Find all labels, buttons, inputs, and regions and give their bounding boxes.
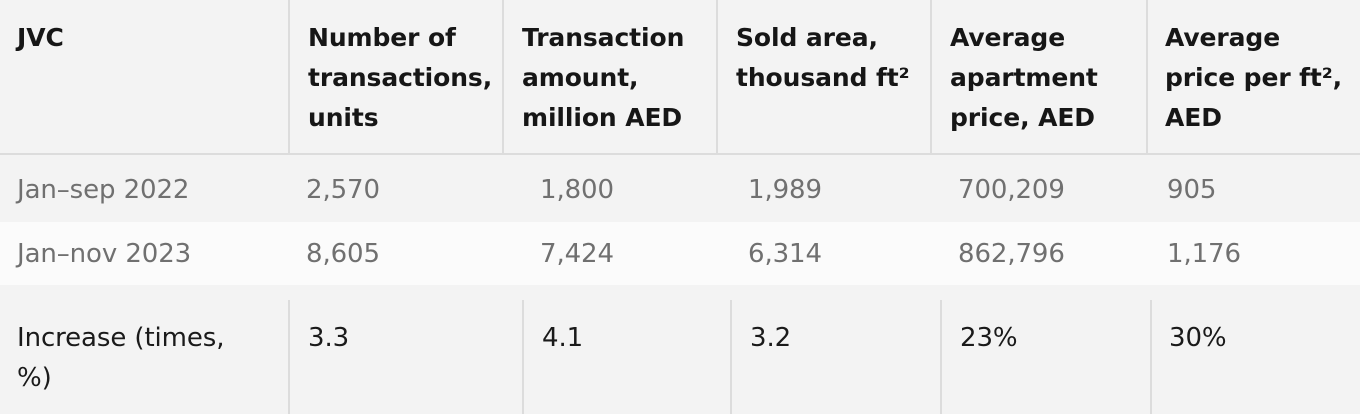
row-label-cell: Jan–sep 2022 <box>17 175 190 205</box>
table-cell: 23% <box>940 300 1152 414</box>
table-cell: 8,605 <box>306 239 380 269</box>
row-label-cell: Increase (times, %) <box>17 323 225 393</box>
table-cell: 30% <box>1150 300 1360 414</box>
table-cell: 7,424 <box>540 239 614 269</box>
table-cell: 862,796 <box>958 239 1065 269</box>
table-row: Jan–sep 2022 2,570 1,800 1,989 700,209 9… <box>0 160 1360 220</box>
table-cell: 4.1 <box>522 300 732 414</box>
table-cell: 6,314 <box>748 239 822 269</box>
table-row-increase: Increase (times, %) 3.3 4.1 3.2 23% 30% <box>0 300 1360 414</box>
header-cell-transaction-amount: Transaction amount, million AED <box>502 0 718 153</box>
header-cell-sold-area: Sold area, thousand ft² <box>716 0 932 153</box>
header-cell-average-price-per-ft2: Average price per ft², AED <box>1146 0 1360 153</box>
header-cell-average-apartment-price: Average apartment price, AED <box>930 0 1148 153</box>
row-label-cell: Jan–nov 2023 <box>17 239 192 269</box>
header-cell-number-of-transactions: Number of transactions, units <box>288 0 504 153</box>
table-cell: 1,800 <box>540 175 614 205</box>
table-cell: 3.2 <box>730 300 942 414</box>
table-cell: 1,176 <box>1167 239 1241 269</box>
table-cell: 3.3 <box>288 300 524 414</box>
table-header-row: JVC Number of transactions, units Transa… <box>0 0 1360 155</box>
table-cell: 905 <box>1167 175 1217 205</box>
table-cell: 700,209 <box>958 175 1065 205</box>
header-cell-jvc: JVC <box>17 23 64 52</box>
table-cell: 1,989 <box>748 175 822 205</box>
table-row: Jan–nov 2023 8,605 7,424 6,314 862,796 1… <box>0 222 1360 285</box>
table-cell: 2,570 <box>306 175 380 205</box>
